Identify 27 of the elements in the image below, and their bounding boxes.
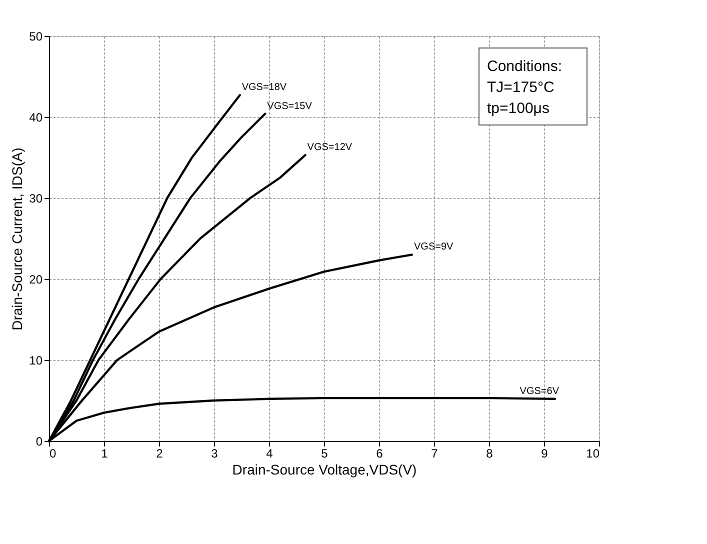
- x-tick-label: 6: [376, 446, 384, 460]
- x-tick-label: 8: [486, 446, 494, 460]
- series-label: VGS=6V: [520, 386, 560, 397]
- series-label: VGS=12V: [307, 142, 352, 154]
- y-tick-label: 20: [29, 272, 43, 286]
- y-tick-label: 0: [36, 434, 43, 448]
- annotation: TJ=175°C: [487, 79, 554, 96]
- x-tick-label: 10: [586, 446, 600, 460]
- x-tick-label: 5: [321, 446, 328, 460]
- y-tick-label: 30: [29, 192, 43, 206]
- series-label: VGS=9V: [414, 242, 454, 253]
- y-tick-label: 40: [29, 110, 43, 124]
- x-axis-title: Drain-Source Voltage,VDS(V): [232, 462, 417, 478]
- x-tick-label: 9: [541, 446, 548, 460]
- series-label: VGS=18V: [242, 82, 287, 94]
- x-tick-label: 4: [266, 446, 274, 460]
- x-tick-label: 7: [431, 446, 438, 460]
- y-axis-title: Drain-Source Current, IDS(A): [9, 148, 26, 330]
- series-label: VGS=15V: [267, 100, 312, 112]
- y-tick-label: 50: [29, 30, 43, 44]
- annotation: tp=100μs: [487, 100, 550, 117]
- x-tick-label: 0: [50, 446, 56, 460]
- x-tick-label: 2: [156, 446, 164, 460]
- annotation: Conditions:: [487, 58, 562, 75]
- x-tick-label: 3: [211, 446, 218, 460]
- x-tick-label: 1: [101, 446, 108, 460]
- y-tick-label: 10: [29, 354, 43, 368]
